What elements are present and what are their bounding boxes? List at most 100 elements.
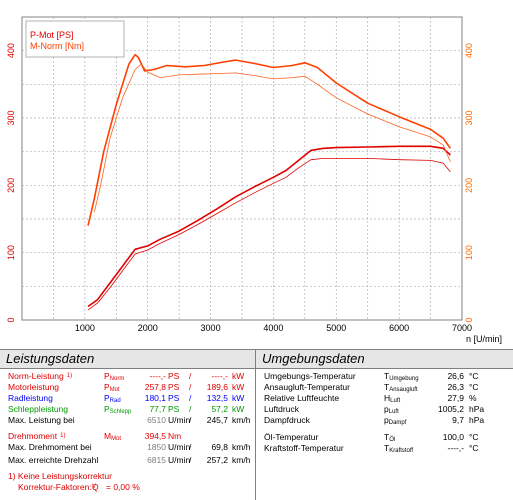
row-label: Motorleistung	[8, 382, 60, 392]
y-tick-label-left: 300	[6, 110, 16, 125]
row-unit-secondary: kW	[232, 393, 245, 403]
row-value: 257,8	[144, 382, 166, 392]
x-tick-label: 2000	[138, 323, 158, 333]
umgebungsdaten-title: Umgebungsdaten	[256, 349, 513, 369]
row-value: ----,-	[447, 443, 464, 453]
row-unit: U/min	[168, 442, 191, 452]
row-symbol: TKraftstoff	[384, 443, 414, 454]
row-unit-secondary: km/h	[232, 415, 251, 425]
row-separator: /	[189, 404, 192, 414]
row-value: 6510	[147, 415, 166, 425]
row-unit: PS	[168, 404, 180, 414]
legend-entry-p-mot: P-Mot [PS]	[30, 30, 74, 40]
row-value: 26,6	[447, 371, 464, 381]
row-label: Relative Luftfeuchte	[264, 393, 340, 403]
legend-entry-m-norm: M-Norm [Nm]	[30, 41, 84, 51]
row-label: Drehmoment 1)	[8, 431, 66, 441]
x-tick-label: 6000	[389, 323, 409, 333]
row-label: Dampfdruck	[264, 415, 310, 425]
row-symbol: PNorm	[104, 371, 125, 382]
x-axis-label: n [U/min]	[466, 334, 502, 344]
umgebung-row: Ansaugluft-Temperatur TAnsaugluft 26,3 °C	[256, 382, 513, 393]
row-value-secondary: 69,8	[211, 442, 228, 452]
data-tables: Leistungsdaten Norm-Leistung 1) PNorm ----,…	[0, 349, 513, 500]
dyno-chart: 1000 2000 3000 4000 5000 6000 7000 n [U/min] 0 10…	[6, 16, 502, 344]
row-separator: /	[189, 415, 192, 425]
row-label: Ansaugluft-Temperatur	[264, 382, 350, 392]
row-value: 9,7	[452, 415, 464, 425]
row-symbol: PRad	[104, 393, 121, 404]
row-value: ----,-	[149, 371, 166, 381]
row-separator: /	[189, 393, 192, 403]
row-separator: /	[189, 455, 192, 465]
row-symbol: PSchlepp	[104, 404, 132, 415]
row-value-secondary: 57,2	[211, 404, 228, 414]
y-tick-label-right: 300	[464, 110, 474, 125]
row-unit-secondary: km/h	[232, 442, 251, 452]
footnote-1: 1) Keine Leistungskorrektur	[8, 471, 112, 481]
row-value: 1005,2	[438, 404, 464, 414]
y-tick-label-right: 200	[464, 178, 474, 193]
leistung-row: Radleistung PRad 180,1 PS / 132,5 kW	[0, 393, 255, 404]
drehmoment-row: Drehmoment 1) MMot 394,5 Nm	[0, 431, 255, 442]
row-symbol: MMot	[104, 431, 122, 442]
umgebung-row: Kraftstoff-Temperatur TKraftstoff ----,- °C	[256, 443, 513, 454]
series-line-torque-thin	[93, 63, 451, 213]
row-symbol: pLuft	[384, 404, 399, 415]
row-value: 6815	[147, 455, 166, 465]
row-unit: U/min	[168, 415, 191, 425]
row-value-secondary: 132,5	[206, 393, 228, 403]
row-unit-secondary: kW	[232, 371, 245, 381]
y-tick-label-right: 0	[464, 317, 474, 322]
umgebung-row: Umgebungs-Temperatur TUmgebung 26,6 °C	[256, 371, 513, 382]
row-unit: °C	[469, 443, 479, 453]
row-label: Schleppleistung	[8, 404, 69, 414]
leistung-row: Motorleistung PMot 257,8 PS / 189,6 kW	[0, 382, 255, 393]
x-tick-label: 4000	[263, 323, 283, 333]
row-label: Radleistung	[8, 393, 53, 403]
row-unit-secondary: kW	[232, 382, 245, 392]
series-line-power-thick	[87, 145, 451, 308]
row-unit: °C	[469, 371, 479, 381]
row-symbol: TÖl	[384, 432, 396, 443]
umgebung-row: Luftdruck pLuft 1005,2 hPa	[256, 404, 513, 415]
row-symbol: HLuft	[384, 393, 401, 404]
y-tick-label-left: 0	[6, 317, 16, 322]
y-tick-label-right: 100	[464, 245, 474, 260]
row-unit: Nm	[168, 431, 182, 441]
row-label: Öl-Temperatur	[264, 432, 319, 442]
row-value: 77,7	[149, 404, 166, 414]
row-separator: /	[189, 371, 192, 381]
leistung-row: Schleppleistung PSchlepp 77,7 PS / 57,2 kW	[0, 404, 255, 415]
y-tick-label-left: 400	[6, 43, 16, 58]
y-tick-label-right: 400	[464, 43, 474, 58]
row-unit: °C	[469, 432, 479, 442]
umgebungsdaten-panel: Umgebungsdaten Umgebungs-Temperatur TUmge…	[256, 349, 513, 500]
row-separator: /	[189, 382, 192, 392]
leistung-row: Max. Leistung bei 6510 U/min/ 245,7 km/h	[0, 415, 255, 426]
row-value: 100,0	[442, 432, 464, 442]
row-value: 180,1	[144, 393, 166, 403]
row-label: Umgebungs-Temperatur	[264, 371, 356, 381]
row-symbol: TUmgebung	[384, 371, 419, 382]
row-unit: hPa	[469, 404, 485, 414]
leistungsdaten-title: Leistungsdaten	[0, 349, 255, 369]
legend-box	[25, 20, 125, 58]
row-value-secondary: ----,-	[211, 371, 228, 381]
series-line-power-thin	[87, 157, 451, 311]
umgebung-row: Öl-Temperatur TÖl 100,0 °C	[256, 432, 513, 443]
x-tick-label: 5000	[326, 323, 346, 333]
row-symbol: TAnsaugluft	[384, 382, 418, 393]
row-value: 394,5	[144, 431, 166, 441]
row-unit: U/min	[168, 455, 191, 465]
drehmoment-row: Max. Drehmoment bei 1850 U/min/ 69,8 km/h	[0, 442, 255, 453]
row-label: Luftdruck	[264, 404, 299, 414]
leistung-row: Norm-Leistung 1) PNorm ----,- PS / ----,- kW	[0, 371, 255, 382]
row-symbol: PMot	[104, 382, 120, 393]
row-value: 27,9	[447, 393, 464, 403]
row-unit-secondary: km/h	[232, 455, 251, 465]
row-unit: %	[469, 393, 477, 403]
x-tick-label: 1000	[75, 323, 95, 333]
